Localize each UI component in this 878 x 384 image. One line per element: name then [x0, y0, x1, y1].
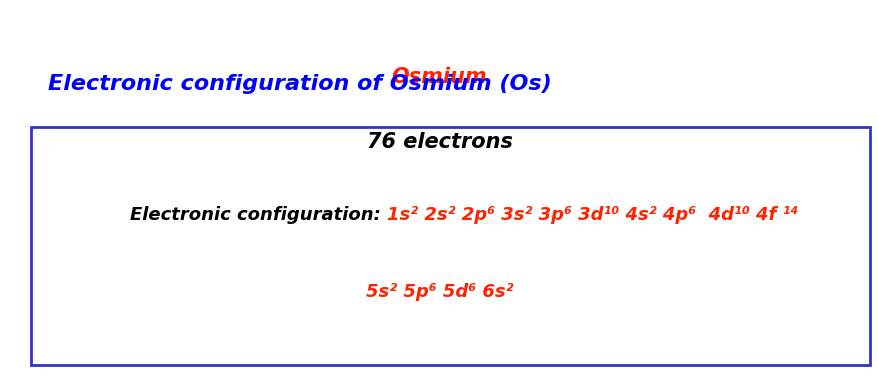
- Text: 76 electrons: 76 electrons: [366, 132, 512, 152]
- FancyBboxPatch shape: [31, 127, 869, 365]
- Text: Electronic configuration of Osmium (Os): Electronic configuration of Osmium (Os): [48, 74, 551, 94]
- Text: Osmium: Osmium: [392, 67, 486, 87]
- Text: 1s² 2s² 2p⁶ 3s² 3p⁶ 3d¹⁰ 4s² 4p⁶  4d¹⁰ 4f ¹⁴: 1s² 2s² 2p⁶ 3s² 3p⁶ 3d¹⁰ 4s² 4p⁶ 4d¹⁰ 4f…: [386, 206, 797, 224]
- Text: Electronic configuration:: Electronic configuration:: [129, 206, 386, 224]
- Text: 5s² 5p⁶ 5d⁶ 6s²: 5s² 5p⁶ 5d⁶ 6s²: [365, 283, 513, 301]
